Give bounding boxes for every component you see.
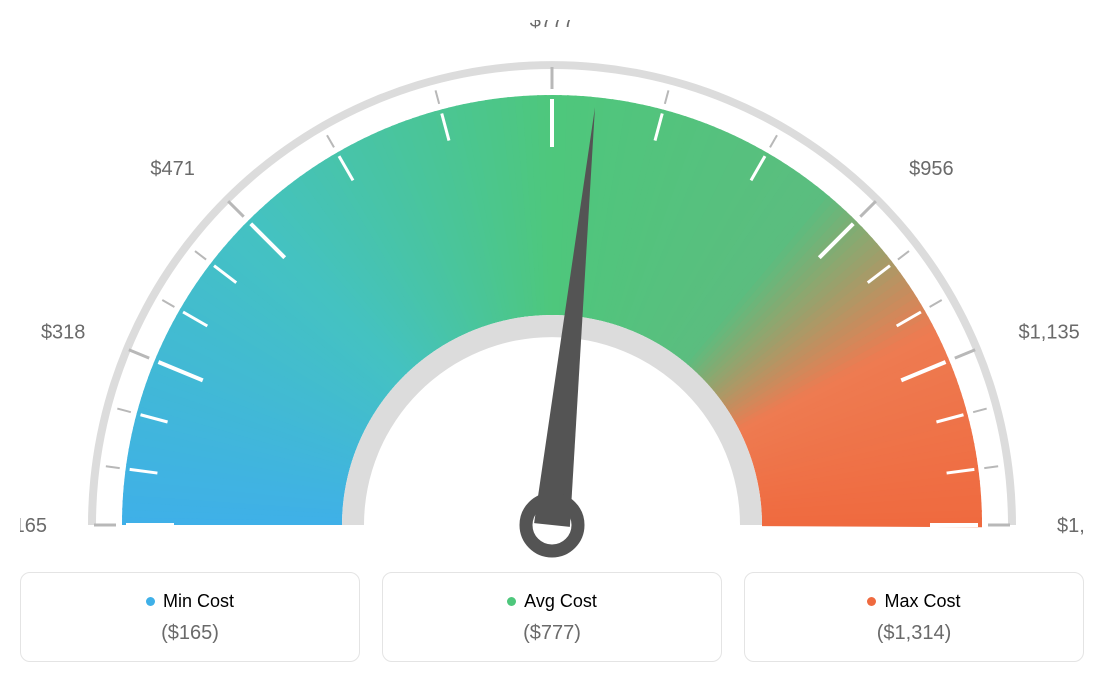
legend-card-max: Max Cost ($1,314) — [744, 572, 1084, 662]
gauge-tick-label: $471 — [150, 158, 195, 180]
legend-dot-min — [146, 597, 155, 606]
legend-title-avg: Avg Cost — [507, 591, 597, 612]
gauge-tick-label: $318 — [41, 322, 86, 344]
legend-title-min: Min Cost — [146, 591, 234, 612]
legend-dot-avg — [507, 597, 516, 606]
legend-row: Min Cost ($165) Avg Cost ($777) Max Cost… — [20, 572, 1084, 662]
gauge-tick-label: $956 — [909, 158, 954, 180]
cost-gauge: $165 $318 $471 $777 $956 $1,135 $1,314 — [20, 20, 1084, 560]
legend-label-max: Max Cost — [884, 591, 960, 612]
legend-card-min: Min Cost ($165) — [20, 572, 360, 662]
gauge-tick-label: $1,314 — [1057, 515, 1084, 537]
legend-dot-max — [867, 597, 876, 606]
legend-title-max: Max Cost — [867, 591, 960, 612]
legend-value-avg: ($777) — [393, 622, 711, 645]
gauge-tick-label: $1,135 — [1019, 322, 1080, 344]
legend-value-min: ($165) — [31, 622, 349, 645]
legend-label-min: Min Cost — [163, 591, 234, 612]
legend-card-avg: Avg Cost ($777) — [382, 572, 722, 662]
gauge-tick-label: $777 — [530, 20, 575, 32]
gauge-svg: $165 $318 $471 $777 $956 $1,135 $1,314 — [20, 20, 1084, 560]
gauge-tick-label: $165 — [20, 515, 47, 537]
legend-label-avg: Avg Cost — [524, 591, 597, 612]
legend-value-max: ($1,314) — [755, 622, 1073, 645]
